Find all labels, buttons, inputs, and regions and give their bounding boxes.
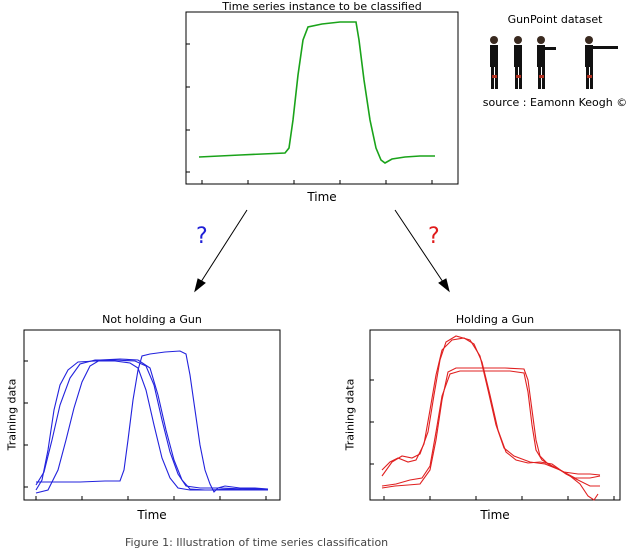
left-plot-ylabel: Training data [5,378,19,451]
top-plot-xticks [201,180,433,184]
left-question-mark: ? [196,224,208,249]
right-plot-xticks [383,496,615,500]
left-arrow-head [194,278,206,293]
dataset-title: GunPoint dataset [507,13,603,26]
top-plot-title: Time series instance to be classified [222,0,422,13]
right-arrow [394,209,446,286]
right-series-group [381,335,601,501]
right-plot-title: Holding a Gun [455,313,535,326]
person-standing-icon [514,36,522,89]
left-plot-xticks [35,496,267,500]
right-question-mark: ? [428,224,440,249]
left-plot-yticks [24,360,28,488]
right-plot-xlabel: Time [480,508,510,522]
person-pointing-icon [585,36,618,89]
right-plot-yticks [370,379,374,465]
right-arrow-head [438,278,450,293]
top-plot-frame [185,11,459,185]
person-pointing-icon [537,36,556,89]
arrows-group [194,209,450,293]
right-series-curve-3 [381,337,600,487]
left-series-curve-4 [35,358,268,494]
gunpoint-figures [490,36,618,89]
dataset-source: source : Eamonn Keogh © [482,96,628,109]
left-series-group [35,350,269,494]
left-plot-title: Not holding a Gun [102,313,202,326]
right-plot-ylabel: Training data [343,378,357,451]
right-series-curve-2 [381,367,599,501]
top-series-curve [198,21,435,164]
left-arrow [198,209,248,286]
left-plot-frame [23,329,281,501]
left-plot-xlabel: Time [137,508,167,522]
right-plot-frame [369,329,621,501]
top-plot-xlabel: Time [307,190,337,204]
figure-caption: Figure 1: Illustration of time series cl… [125,536,389,549]
right-series-curve-4 [381,370,601,487]
person-standing-icon [490,36,498,89]
left-series-curve-3 [35,359,268,490]
top-plot-yticks [186,43,190,173]
right-series-curve-1 [381,335,601,479]
